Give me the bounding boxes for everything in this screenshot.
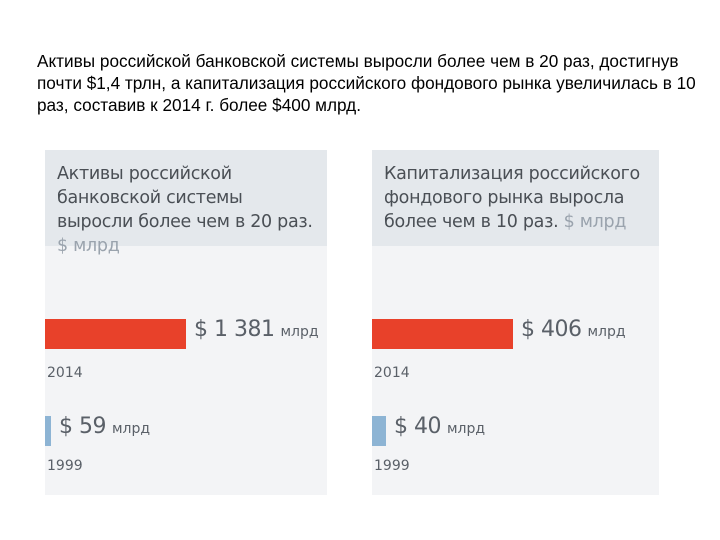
bar-2014 bbox=[372, 319, 513, 349]
value-suffix: млрд bbox=[280, 324, 319, 340]
value-text: $ 40 bbox=[394, 414, 441, 439]
year-label-2014: 2014 bbox=[374, 365, 410, 381]
year-label-2014: 2014 bbox=[47, 365, 83, 381]
bar-2014 bbox=[45, 319, 186, 349]
value-suffix: млрд bbox=[446, 421, 486, 437]
value-text: $ 59 bbox=[59, 414, 106, 439]
bar-1999 bbox=[45, 416, 51, 446]
chart-title: Капитализация российского фондового рынк… bbox=[384, 162, 649, 234]
market-cap-chart: Капитализация российского фондового рынк… bbox=[372, 150, 659, 495]
chart-title-text: Активы российской банковской системы выр… bbox=[57, 164, 313, 232]
chart-title: Активы российской банковской системы выр… bbox=[57, 162, 317, 258]
chart-header: Активы российской банковской системы выр… bbox=[45, 150, 327, 256]
value-label-2014: $ 406 млрд bbox=[521, 317, 626, 342]
value-label-1999: $ 40 млрд bbox=[394, 414, 485, 439]
intro-text: Активы российской банковской системы выр… bbox=[37, 51, 696, 115]
chart-header: Капитализация российского фондового рынк… bbox=[372, 150, 659, 246]
chart-title-text: Капитализация российского фондового рынк… bbox=[384, 164, 640, 232]
value-label-2014: $ 1 381 млрд bbox=[194, 317, 319, 342]
value-label-1999: $ 59 млрд bbox=[59, 414, 150, 439]
value-suffix: млрд bbox=[111, 421, 151, 437]
year-label-1999: 1999 bbox=[374, 458, 410, 474]
value-text: $ 1 381 bbox=[194, 317, 275, 342]
chart-unit-label: $ млрд bbox=[563, 212, 627, 232]
chart-unit-label: $ млрд bbox=[57, 236, 120, 256]
value-text: $ 406 bbox=[521, 317, 582, 342]
bank-assets-chart: Активы российской банковской системы выр… bbox=[45, 150, 327, 495]
year-label-1999: 1999 bbox=[47, 458, 83, 474]
bar-1999 bbox=[372, 416, 386, 446]
value-suffix: млрд bbox=[587, 324, 626, 340]
